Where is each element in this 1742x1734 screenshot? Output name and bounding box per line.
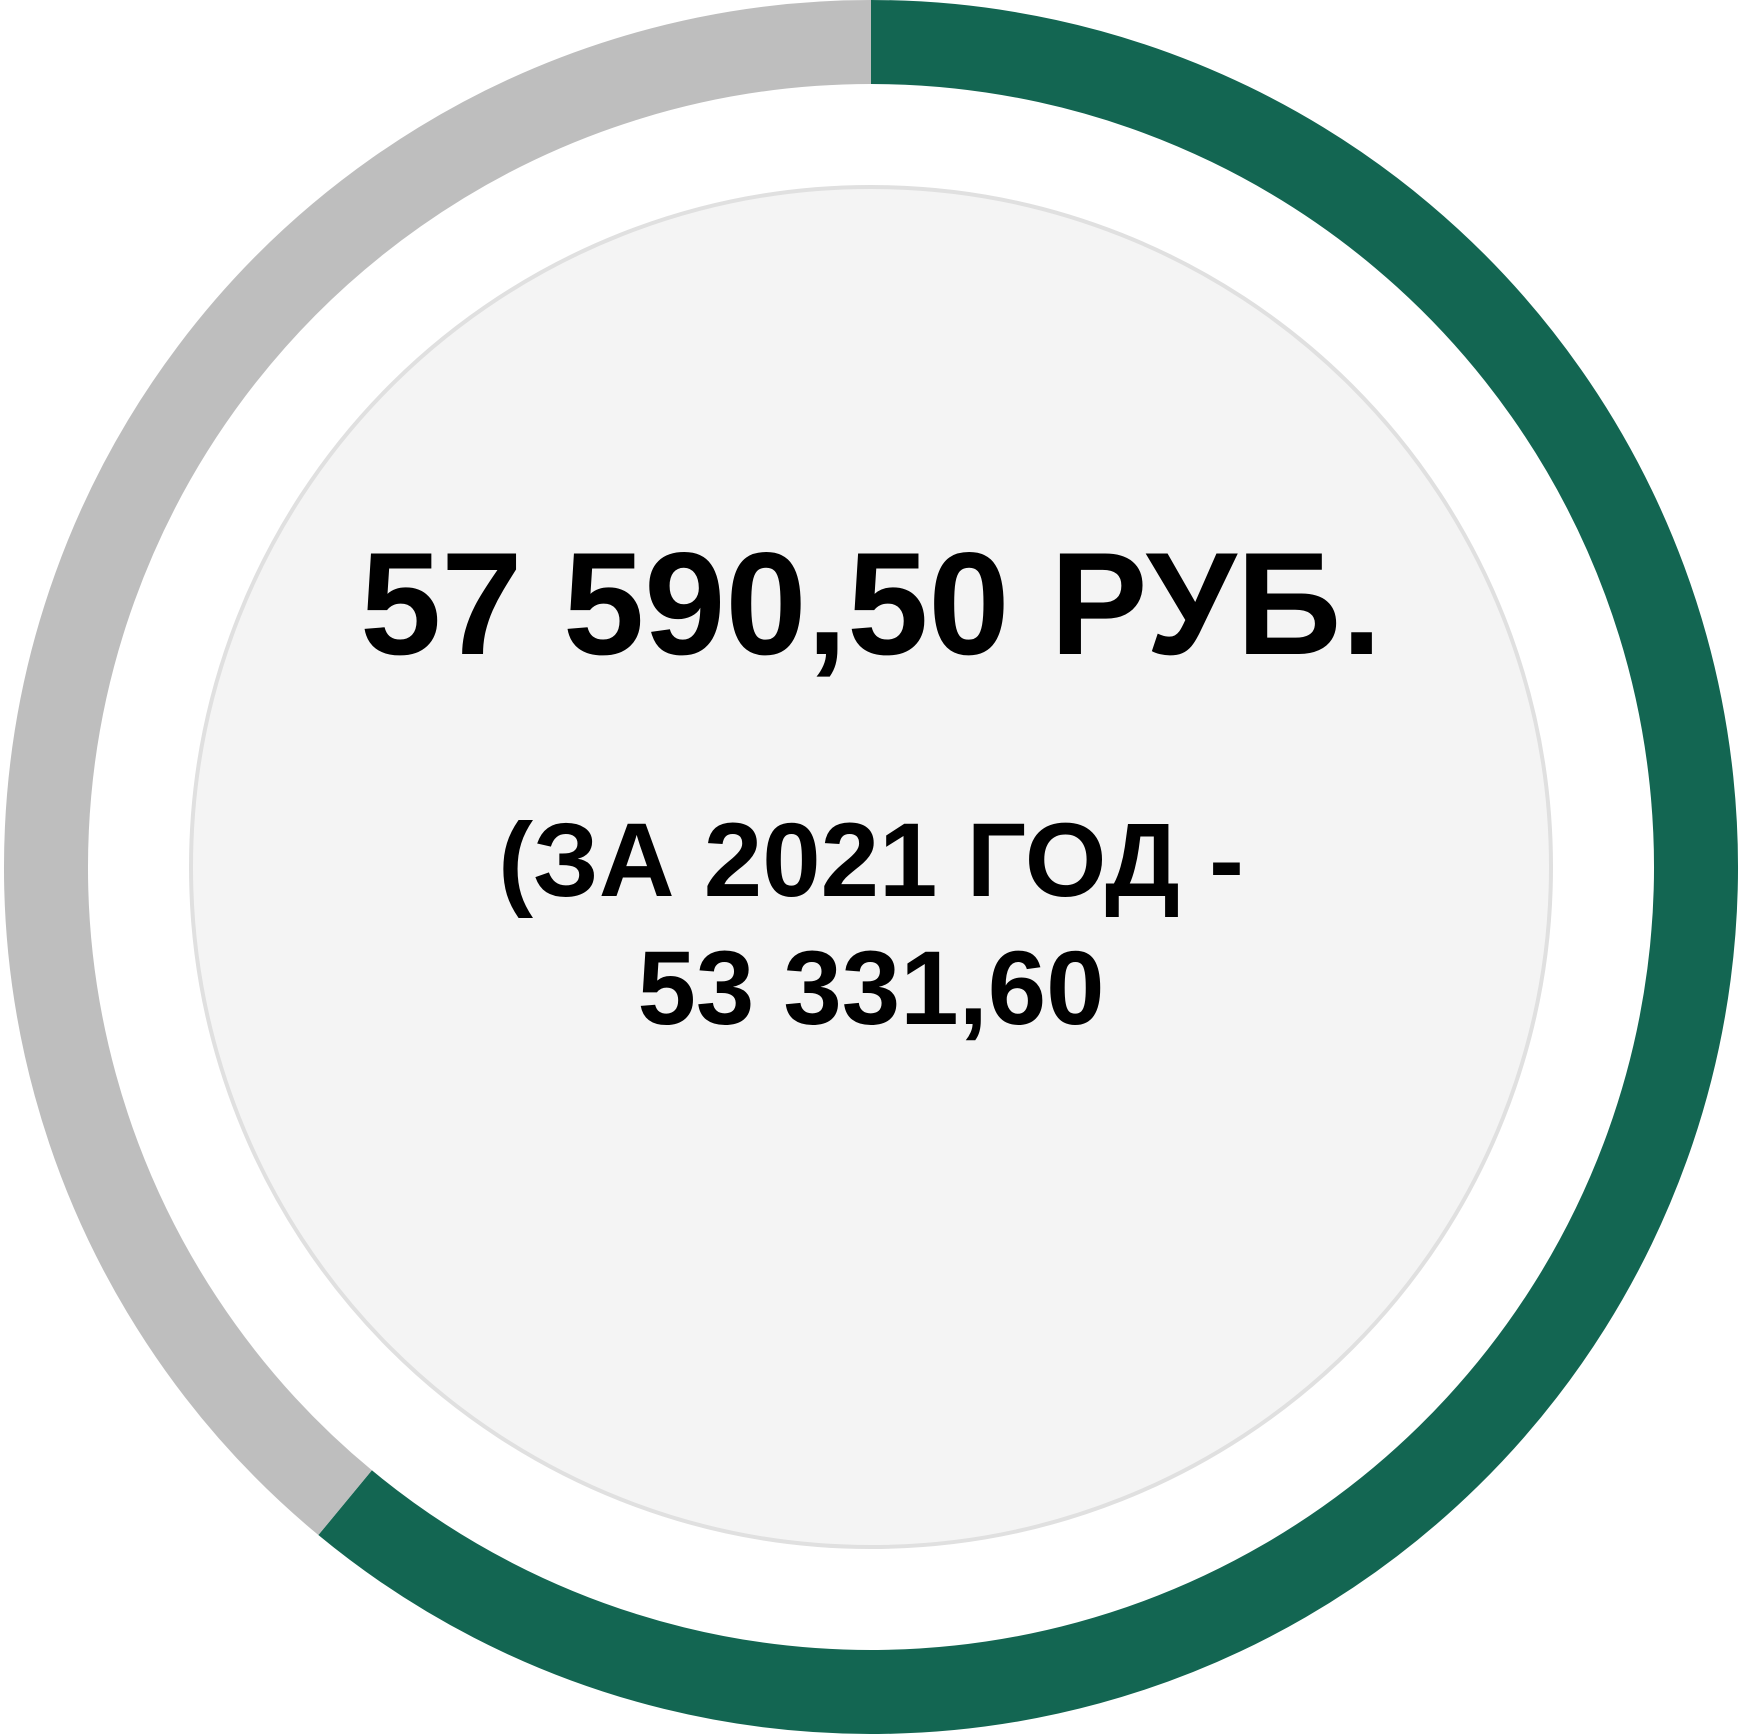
inner-disc bbox=[189, 185, 1553, 1549]
donut-segment bbox=[318, 0, 1738, 1734]
amount: 57 590,50 РУБ. bbox=[360, 522, 1382, 685]
previous-amount: (ЗА 2021 ГОД - 53 331,60 bbox=[498, 802, 1244, 1047]
donut-segment bbox=[4, 0, 872, 1535]
